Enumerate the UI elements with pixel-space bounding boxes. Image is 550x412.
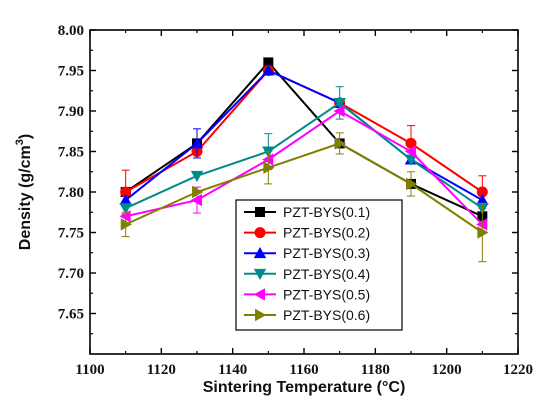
data-point: [119, 193, 132, 206]
data-point: [263, 57, 274, 68]
legend-item: PZT-BYS(0.6): [244, 307, 370, 323]
data-point: [334, 137, 346, 150]
legend-item: PZT-BYS(0.2): [244, 225, 370, 241]
legend-box: [235, 199, 403, 331]
legend-marker: [255, 308, 267, 322]
legend: PZT-BYS(0.1) PZT-BYS(0.2) PZT-BYS(0.3) PZT-…: [235, 199, 403, 331]
legend-marker: [253, 268, 267, 280]
legend-item: PZT-BYS(0.1): [244, 204, 370, 220]
legend-label: PZT-BYS(0.1): [283, 204, 370, 220]
series-line: [125, 60, 483, 218]
axis-ticks: 1100 1120 1140 1160 1180 1200 1220 7.65 7.70 7.75…: [58, 23, 533, 378]
data-point: [119, 203, 132, 215]
series-4: [119, 86, 489, 215]
legend-marker: [255, 207, 265, 217]
series-line: [125, 101, 483, 210]
y-tick-label: 7.95: [58, 64, 84, 80]
series-line: [125, 109, 484, 226]
y-tick-label: 7.75: [58, 226, 84, 242]
legend-marker: [254, 227, 266, 239]
data-point: [120, 218, 132, 231]
legend-label: PZT-BYS(0.2): [283, 225, 370, 241]
data-point: [190, 170, 204, 182]
legend-marker: [253, 247, 267, 259]
legend-item: PZT-BYS(0.5): [244, 286, 370, 302]
y-axis-title-main: Density (g/cm: [17, 145, 34, 250]
x-tick-label: 1140: [218, 362, 247, 378]
x-tick-label: 1220: [503, 362, 533, 378]
series-1: [120, 57, 488, 222]
data-point: [476, 186, 488, 198]
data-point: [333, 104, 345, 118]
data-point: [477, 226, 489, 239]
data-point: [262, 153, 274, 166]
data-point: [262, 64, 275, 76]
legend-label: PZT-BYS(0.4): [283, 266, 370, 282]
legend-item: PZT-BYS(0.4): [244, 266, 370, 282]
legend-label: PZT-BYS(0.6): [283, 307, 370, 323]
y-axis-title-close: ): [17, 134, 34, 139]
series-line: [125, 69, 483, 201]
y-tick-label: 7.80: [58, 185, 84, 201]
data-point: [192, 185, 204, 199]
y-tick-label: 7.65: [58, 307, 84, 323]
data-point: [120, 186, 132, 198]
x-tick-label: 1100: [75, 362, 104, 378]
data-point: [404, 154, 418, 166]
y-tick-label: 7.85: [58, 145, 84, 161]
data-point: [263, 161, 275, 174]
data-point: [119, 210, 131, 223]
data-point: [476, 193, 489, 206]
y-axis-title: Density (g/cm3): [14, 134, 34, 250]
data-point: [476, 218, 488, 231]
data-point: [405, 137, 417, 149]
legend-label: PZT-BYS(0.5): [283, 286, 370, 302]
data-point: [190, 193, 202, 207]
series-layer: [119, 57, 489, 263]
x-tick-label: 1200: [432, 362, 462, 378]
data-point: [404, 145, 416, 158]
series-6: [120, 132, 489, 263]
series-line: [125, 69, 483, 193]
legend-item: PZT-BYS(0.3): [244, 245, 370, 261]
y-axis-title-superscript: 3: [14, 139, 26, 145]
series-line: [125, 142, 483, 234]
data-point: [190, 137, 204, 149]
series-5: [119, 104, 488, 231]
x-tick-label: 1120: [147, 362, 176, 378]
y-tick-label: 7.70: [58, 266, 84, 282]
y-tick-label: 7.90: [58, 104, 84, 120]
x-axis-title: Sintering Temperature (°C): [203, 379, 406, 396]
data-point: [406, 177, 418, 191]
x-tick-label: 1180: [361, 362, 390, 378]
legend-label: PZT-BYS(0.3): [283, 245, 370, 261]
x-tick-label: 1160: [289, 362, 318, 378]
data-point: [333, 97, 346, 110]
legend-marker: [253, 288, 265, 301]
y-tick-label: 8.00: [58, 23, 84, 39]
